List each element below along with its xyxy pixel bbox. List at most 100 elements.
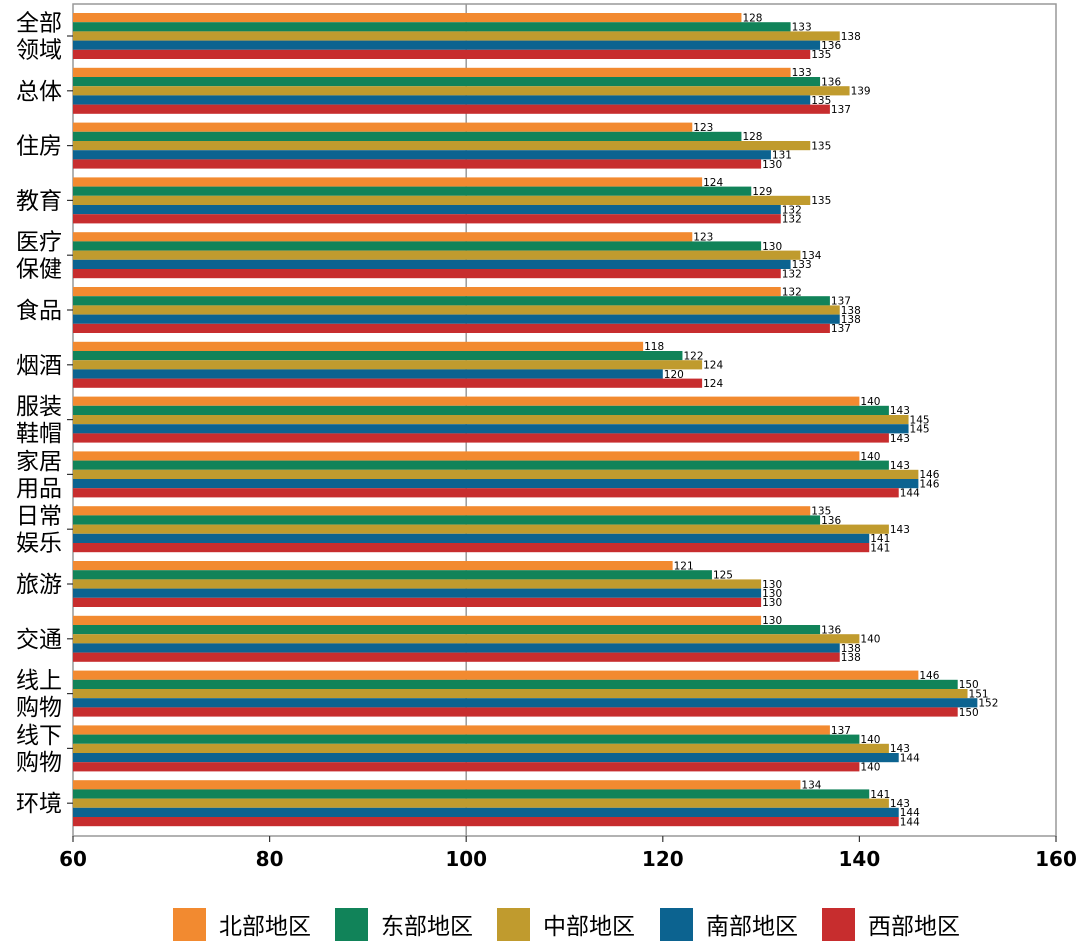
category-label: 食品: [16, 298, 62, 324]
legend-swatch: [497, 908, 530, 941]
data-label: 130: [762, 615, 782, 627]
bar: [73, 305, 840, 315]
data-label: 140: [860, 451, 880, 463]
bar: [73, 104, 830, 114]
bar: [73, 77, 821, 87]
data-label: 140: [860, 396, 880, 408]
data-label: 141: [870, 542, 890, 554]
category-label: 全部: [16, 11, 62, 37]
bar: [73, 625, 821, 635]
bar: [73, 241, 762, 251]
data-label: 130: [762, 579, 782, 591]
x-tick-label: 140: [839, 847, 881, 871]
bar: [73, 360, 703, 370]
bar: [73, 698, 978, 708]
bar: [73, 579, 762, 589]
bar: [73, 451, 860, 461]
bar: [73, 679, 958, 689]
bar: [73, 205, 781, 215]
bar: [73, 460, 889, 470]
data-label: 130: [762, 588, 782, 600]
data-label: 143: [890, 405, 910, 417]
data-label: 136: [821, 76, 841, 88]
bar: [73, 433, 889, 443]
data-label: 130: [762, 597, 782, 609]
category-label: 旅游: [16, 572, 62, 598]
category-label: 用品: [16, 476, 62, 502]
data-label: 133: [792, 67, 812, 79]
bar: [73, 250, 801, 260]
bar: [73, 415, 909, 425]
bar: [73, 753, 899, 763]
category-label: 环境: [16, 791, 62, 817]
bar: [73, 86, 850, 96]
data-label: 134: [801, 780, 821, 792]
data-label: 140: [860, 734, 880, 746]
bar: [73, 195, 811, 205]
data-label: 150: [959, 707, 979, 719]
bar: [73, 141, 811, 151]
bar: [73, 469, 919, 479]
data-label: 143: [890, 743, 910, 755]
bar: [73, 615, 762, 625]
bar: [73, 287, 781, 297]
bar: [73, 31, 840, 41]
category-label: 服装: [16, 394, 62, 420]
x-tick-label: 80: [256, 847, 284, 871]
legend-label: 西部地区: [868, 914, 960, 940]
bar: [73, 259, 791, 269]
data-label: 133: [792, 259, 812, 271]
legend-swatch: [335, 908, 368, 941]
bar: [73, 634, 860, 644]
bar: [73, 506, 811, 516]
bar: [73, 588, 762, 598]
bar: [73, 67, 791, 77]
data-label: 143: [890, 524, 910, 536]
data-label: 137: [831, 323, 851, 335]
bar: [73, 351, 683, 361]
data-label: 124: [703, 177, 723, 189]
data-label: 138: [841, 31, 861, 43]
data-label: 132: [782, 204, 802, 216]
data-label: 143: [890, 433, 910, 445]
data-label: 144: [900, 807, 920, 819]
data-label: 138: [841, 652, 861, 664]
data-label: 120: [664, 369, 684, 381]
data-label: 143: [890, 460, 910, 472]
legend-swatch: [660, 908, 693, 941]
x-tick-label: 120: [642, 847, 684, 871]
bar: [73, 22, 791, 32]
data-label: 134: [801, 250, 821, 262]
category-label: 线下: [16, 723, 62, 749]
data-label: 151: [969, 688, 989, 700]
legend-label: 东部地区: [381, 914, 473, 940]
data-label: 123: [693, 122, 713, 134]
bar: [73, 707, 958, 717]
data-label: 129: [752, 186, 772, 198]
category-label: 鞋帽: [16, 421, 62, 447]
bar: [73, 95, 811, 105]
bar: [73, 186, 752, 196]
bar: [73, 652, 840, 662]
data-label: 143: [890, 798, 910, 810]
bar: [73, 689, 968, 699]
bar: [73, 597, 762, 607]
bar: [73, 524, 889, 534]
bar: [73, 296, 830, 306]
data-label: 135: [811, 49, 831, 61]
data-label: 128: [742, 12, 762, 24]
bar: [73, 341, 644, 351]
data-label: 137: [831, 296, 851, 308]
bar: [73, 369, 663, 379]
category-label: 医疗: [16, 230, 62, 256]
category-label: 购物: [16, 750, 62, 776]
data-label: 146: [919, 478, 939, 490]
data-label: 130: [762, 241, 782, 253]
category-label: 家居: [16, 449, 62, 475]
legend-swatch: [173, 908, 206, 941]
bar: [73, 214, 781, 224]
category-label: 领域: [16, 38, 62, 64]
data-label: 137: [831, 725, 851, 737]
bar: [73, 725, 830, 735]
category-label: 教育: [16, 188, 62, 214]
